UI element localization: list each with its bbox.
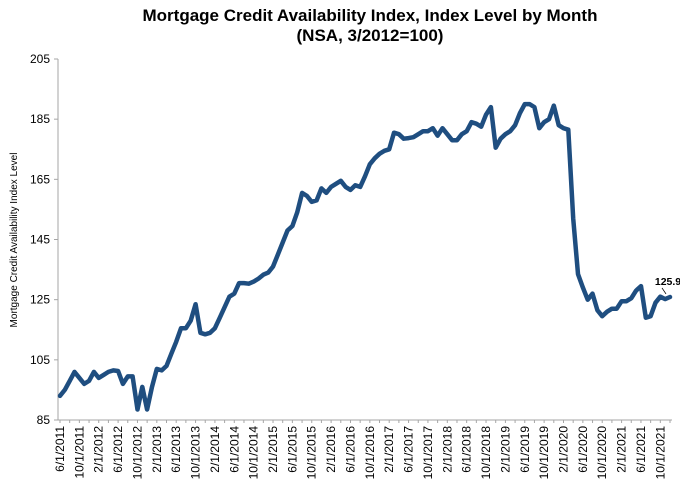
x-tick-label: 6/1/2014 [227,426,241,473]
x-tick-label: 2/1/2021 [615,426,629,473]
x-tick-label: 10/1/2016 [363,426,377,480]
x-tick-label: 10/1/2018 [479,426,493,480]
chart-title: Mortgage Credit Availability Index, Inde… [142,6,598,25]
x-tick-label: 6/1/2019 [518,426,532,473]
x-tick-label: 10/1/2011 [72,426,86,479]
y-tick-label: 85 [37,413,51,427]
x-tick-label: 2/1/2015 [266,426,280,473]
y-tick-label: 165 [30,172,50,186]
x-tick-label: 2/1/2020 [556,426,570,473]
x-tick-label: 10/1/2021 [653,426,667,480]
x-tick-label: 6/1/2016 [343,426,357,473]
x-tick-label: 6/1/2011 [53,426,67,472]
x-tick-label: 2/1/2019 [498,426,512,473]
x-tick-label: 10/1/2012 [130,426,144,480]
x-tick-label: 6/1/2015 [285,426,299,473]
x-tick-label: 10/1/2015 [305,426,319,480]
x-tick-label: 10/1/2014 [247,426,261,480]
x-tick-label: 6/1/2013 [169,426,183,473]
annotation-leader [661,287,667,295]
x-tick-label: 10/1/2013 [189,426,203,480]
x-tick-label: 10/1/2017 [421,426,435,480]
y-tick-label: 125 [30,293,50,307]
x-tick-label: 6/1/2012 [111,426,125,473]
y-axis-title: Mortgage Credit Availability Index Level [9,153,20,328]
chart-subtitle: (NSA, 3/2012=100) [296,26,444,45]
x-tick-label: 2/1/2012 [92,426,106,473]
x-tick-label: 2/1/2018 [440,426,454,473]
y-tick-label: 145 [30,233,50,247]
y-tick-label: 205 [30,52,50,66]
x-tick-label: 2/1/2013 [150,426,164,473]
series-line [57,101,673,412]
y-tick-label: 185 [30,112,50,126]
x-tick-label: 6/1/2017 [402,426,416,473]
x-tick-label: 6/1/2020 [576,426,590,473]
x-tick-label: 10/1/2019 [537,426,551,480]
x-tick-label: 2/1/2014 [208,426,222,473]
y-tick-label: 105 [30,353,50,367]
x-tick-label: 2/1/2016 [324,426,338,473]
x-tick-label: 2/1/2017 [382,426,396,473]
x-tick-label: 6/1/2018 [460,426,474,473]
data-label-last: 125.9 [655,276,680,288]
x-tick-label: 6/1/2021 [634,426,648,473]
x-tick-label: 10/1/2020 [595,426,609,480]
